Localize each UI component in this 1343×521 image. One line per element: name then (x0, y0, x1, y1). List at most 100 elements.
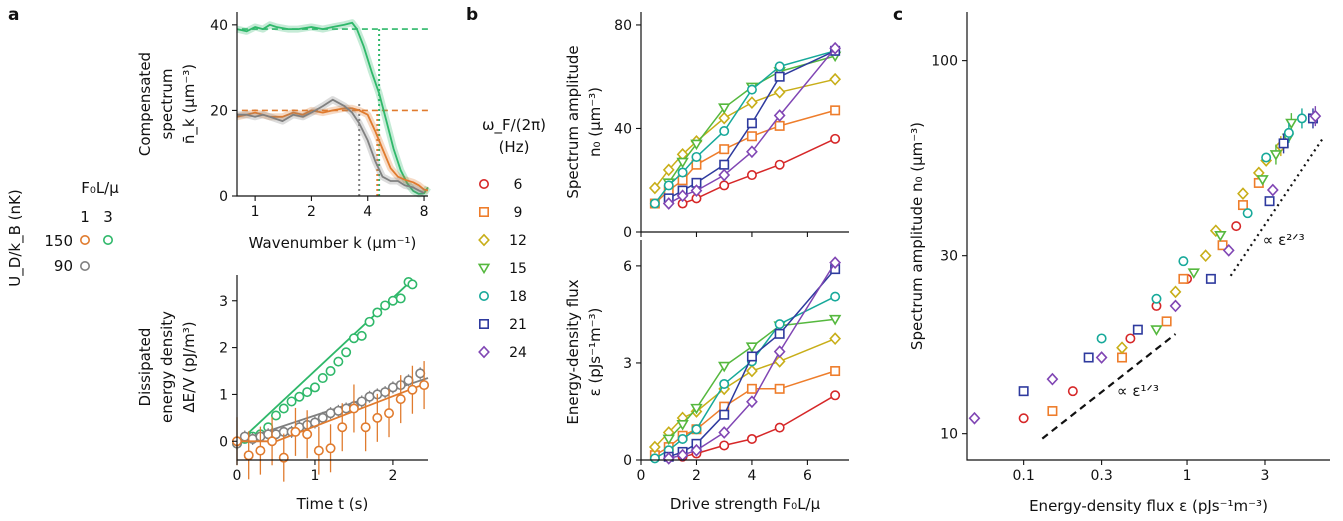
data-point (774, 422, 785, 433)
data-point (676, 189, 689, 203)
data-point (1150, 325, 1163, 336)
data-point (302, 429, 313, 440)
data-point (1046, 372, 1059, 386)
data-point (662, 163, 675, 177)
chart-b-top-ytick-label: 40 (614, 121, 632, 137)
data-point (746, 383, 757, 394)
data-point (302, 387, 313, 398)
data-point (395, 293, 406, 304)
legend-a-marker (103, 235, 114, 246)
panel-label-c: c (893, 5, 903, 25)
legend-a-row: 150 (44, 232, 73, 250)
legend-a-marker (80, 260, 91, 271)
data-point (774, 120, 785, 131)
data-point (830, 366, 841, 377)
legend-b-unit: (Hz) (499, 138, 530, 156)
legend-b-marker (478, 179, 489, 190)
data-point (1309, 109, 1322, 123)
data-point (1178, 273, 1189, 284)
data-point (403, 375, 414, 386)
legend-b-marker (478, 207, 489, 218)
legend-b-entry: 6 (514, 177, 523, 193)
data-point (649, 198, 660, 209)
data-point (255, 445, 266, 456)
data-point (1132, 324, 1143, 335)
data-point (773, 354, 786, 368)
chart-b-top-ytick-label: 80 (614, 18, 632, 34)
data-point (1083, 352, 1094, 363)
data-point (774, 328, 785, 339)
chart-b-bottom-xtick-label: 2 (692, 468, 701, 484)
a-top-xtick-label: 8 (420, 204, 429, 220)
spectrum-line-0 (236, 21, 429, 195)
data-point (341, 347, 352, 358)
x-axis-label: Energy-density flux ε (pJs⁻¹m⁻³) (1029, 497, 1268, 515)
data-point (690, 443, 703, 457)
y-axis-label-1: n₀ (μm⁻³) (586, 87, 604, 157)
data-point (1237, 187, 1249, 201)
data-point (407, 279, 418, 290)
data-point (773, 85, 786, 99)
data-point (1242, 208, 1253, 219)
data-point (1278, 138, 1289, 149)
data-point (290, 426, 301, 437)
legend-a-col: 1 (80, 208, 90, 226)
power-law-label-0: ∝ ε¹ᐟ³ (1117, 382, 1159, 400)
data-point (1222, 243, 1235, 257)
data-point (407, 384, 418, 395)
data-point (1214, 231, 1227, 242)
data-point (746, 364, 758, 378)
data-point (333, 356, 344, 367)
data-point (719, 180, 730, 191)
data-point (663, 180, 674, 191)
legend-b-marker (478, 290, 489, 301)
data-point (676, 420, 689, 431)
data-point (746, 131, 757, 142)
data-point (690, 403, 703, 415)
data-point (1261, 152, 1272, 163)
data-point (1256, 175, 1269, 186)
data-point (746, 84, 757, 95)
data-point (746, 170, 757, 181)
data-point (829, 72, 842, 86)
legend-b-title: ω_F/(2π) (482, 116, 546, 135)
data-point (1296, 113, 1307, 124)
data-point (677, 433, 688, 444)
data-point (649, 453, 660, 464)
legend-b-marker (478, 318, 489, 329)
a-top-xtick-label: 4 (363, 204, 372, 220)
data-point (830, 133, 841, 144)
a-top-xtick-label: 2 (307, 204, 316, 220)
y-axis-label-2: ΔE/V (pJ/m³) (180, 321, 198, 412)
data-point (774, 319, 785, 330)
chart-a-bottom: 0 1 2 0 1 2 3 Time t (s) Dissipated energy densit… (136, 275, 430, 513)
data-point (746, 351, 757, 362)
data-point (1266, 183, 1279, 197)
chart-a-top: 1 2 4 8 0 20 40 Wavenumber k (μm⁻¹) Compensated s… (136, 12, 431, 252)
data-point (830, 291, 841, 302)
data-point (745, 342, 759, 353)
data-point (719, 378, 730, 389)
data-point (774, 159, 785, 170)
data-point (719, 159, 730, 170)
c-ytick-label: 100 (931, 54, 958, 70)
data-point (278, 403, 289, 414)
data-point (648, 440, 661, 454)
y-axis-label: Spectrum amplitude n₀ (μm⁻³) (908, 122, 926, 350)
x-axis-label: Wavenumber k (μm⁻¹) (249, 234, 417, 252)
data-point (372, 412, 383, 423)
c-axes (966, 12, 1330, 461)
data-point (286, 396, 297, 407)
legend-a-marker (80, 235, 91, 246)
data-point (690, 139, 703, 151)
chart-b-bottom-xtick-label: 0 (637, 468, 646, 484)
legend-b-entry: 12 (509, 233, 527, 249)
data-point (662, 452, 675, 465)
legend-b-entry: 24 (509, 345, 527, 361)
data-point (719, 409, 730, 420)
y-axis-label-0: Spectrum amplitude (564, 45, 582, 198)
data-point (648, 181, 661, 195)
legend-a: F₀L/μ 1 3 150 90 U_D/k_B (nK) (6, 179, 119, 287)
chart-b-top: 0 40 80 Spectrum amplitude n₀ (μm⁻³) (564, 12, 849, 241)
data-point (1067, 386, 1078, 397)
